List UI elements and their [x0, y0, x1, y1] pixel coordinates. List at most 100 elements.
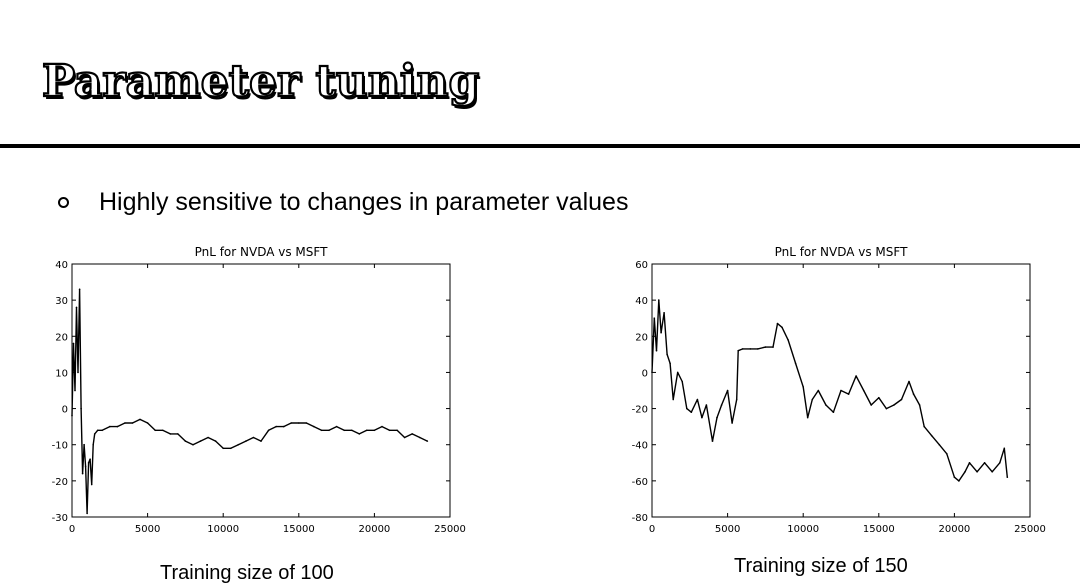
x-tick-label: 15000: [863, 524, 895, 535]
pnl-data-point: [94, 433, 96, 435]
pnl-data-point: [82, 473, 84, 475]
pnl-data-point: [245, 440, 247, 442]
pnl-data-point: [721, 404, 723, 406]
pnl-data-point: [313, 426, 315, 428]
pnl-data-point: [76, 307, 78, 309]
pnl-data-point: [840, 390, 842, 392]
pnl-data-point: [207, 437, 209, 439]
y-tick-label: -20: [52, 477, 68, 488]
pnl-data-point: [73, 343, 75, 345]
pnl-series-line: [652, 300, 1007, 481]
pnl-data-point: [328, 430, 330, 432]
pnl-data-point: [238, 444, 240, 446]
title-divider: [0, 144, 1080, 148]
pnl-data-point: [411, 433, 413, 435]
x-tick-label: 10000: [207, 524, 239, 535]
pnl-data-point: [321, 430, 323, 432]
pnl-data-point: [666, 354, 668, 356]
pnl-data-point: [681, 381, 683, 383]
pnl-data-point: [802, 386, 804, 388]
pnl-data-point: [298, 422, 300, 424]
pnl-data-point: [833, 411, 835, 413]
pnl-data-point: [893, 404, 895, 406]
pnl-data-point: [737, 350, 739, 352]
y-tick-label: 40: [55, 260, 68, 271]
pnl-data-point: [731, 422, 733, 424]
pnl-data-point: [712, 440, 714, 442]
pnl-data-point: [170, 433, 172, 435]
pnl-data-point: [374, 430, 376, 432]
pnl-data-point: [863, 390, 865, 392]
pnl-data-point: [656, 350, 658, 352]
pnl-data-point: [139, 419, 141, 421]
pnl-data-point: [984, 462, 986, 464]
x-tick-label: 0: [649, 524, 655, 535]
pnl-data-point: [651, 372, 653, 374]
pnl-data-point: [154, 430, 156, 432]
pnl-data-point: [807, 417, 809, 419]
pnl-data-point: [913, 393, 915, 395]
pnl-data-point: [658, 299, 660, 301]
pnl-data-point: [969, 462, 971, 464]
pnl-data-point: [215, 440, 217, 442]
pnl-data-point: [976, 471, 978, 473]
pnl-data-point: [101, 430, 103, 432]
pnl-chart-svg-1: PnL for NVDA vs MSFT 0 5000 10000 15000 20000…: [20, 240, 480, 545]
pnl-data-point: [427, 440, 429, 442]
pnl-data-point: [85, 466, 87, 468]
pnl-data-point: [83, 444, 85, 446]
y-tick-label: -20: [632, 405, 648, 416]
pnl-data-point: [343, 430, 345, 432]
pnl-data-point: [117, 426, 119, 428]
pnl-data-point: [701, 417, 703, 419]
pnl-data-point: [886, 408, 888, 410]
pnl-data-point: [79, 289, 81, 291]
pnl-data-point: [88, 462, 90, 464]
y-tick-label: 20: [55, 332, 68, 343]
pnl-data-point: [812, 399, 814, 401]
pnl-data-point: [268, 430, 270, 432]
pnl-data-point: [404, 437, 406, 439]
slide-title: Parameter tuning: [42, 60, 479, 104]
pnl-data-point: [230, 448, 232, 450]
pnl-data-point: [275, 426, 277, 428]
x-tick-label: 10000: [787, 524, 819, 535]
y-tick-label: -80: [632, 513, 648, 524]
pnl-data-point: [901, 399, 903, 401]
pnl-data-point: [908, 381, 910, 383]
pnl-data-point: [86, 513, 88, 515]
bullet-text: Highly sensitive to changes in parameter…: [99, 188, 628, 217]
pnl-data-point: [92, 444, 94, 446]
y-tick-label: -40: [632, 441, 648, 452]
pnl-data-point: [290, 422, 292, 424]
bullet-item: Highly sensitive to changes in parameter…: [58, 186, 628, 218]
x-tick-label: 25000: [1014, 524, 1046, 535]
pnl-data-point: [946, 453, 948, 455]
pnl-data-point: [381, 426, 383, 428]
pnl-data-point: [351, 430, 353, 432]
pnl-data-point: [848, 393, 850, 395]
x-tick-label: 20000: [358, 524, 390, 535]
pnl-data-point: [74, 390, 76, 392]
pnl-data-point: [855, 375, 857, 377]
x-tick-label: 5000: [715, 524, 740, 535]
pnl-data-point: [260, 440, 262, 442]
pnl-data-point: [825, 404, 827, 406]
pnl-data-point: [931, 435, 933, 437]
pnl-data-point: [742, 348, 744, 350]
chart-title: PnL for NVDA vs MSFT: [775, 245, 909, 259]
y-tick-label: 0: [62, 405, 68, 416]
pnl-data-point: [991, 471, 993, 473]
pnl-data-point: [91, 484, 93, 486]
pnl-data-point: [124, 422, 126, 424]
pnl-data-point: [97, 430, 99, 432]
pnl-data-point: [777, 323, 779, 325]
pnl-data-point: [177, 433, 179, 435]
pnl-data-point: [77, 372, 79, 374]
pnl-data-point: [132, 422, 134, 424]
pnl-data-point: [71, 415, 73, 417]
pnl-data-point: [706, 404, 708, 406]
pnl-data-point: [716, 417, 718, 419]
y-tick-label: 0: [642, 368, 648, 379]
pnl-data-point: [923, 426, 925, 428]
